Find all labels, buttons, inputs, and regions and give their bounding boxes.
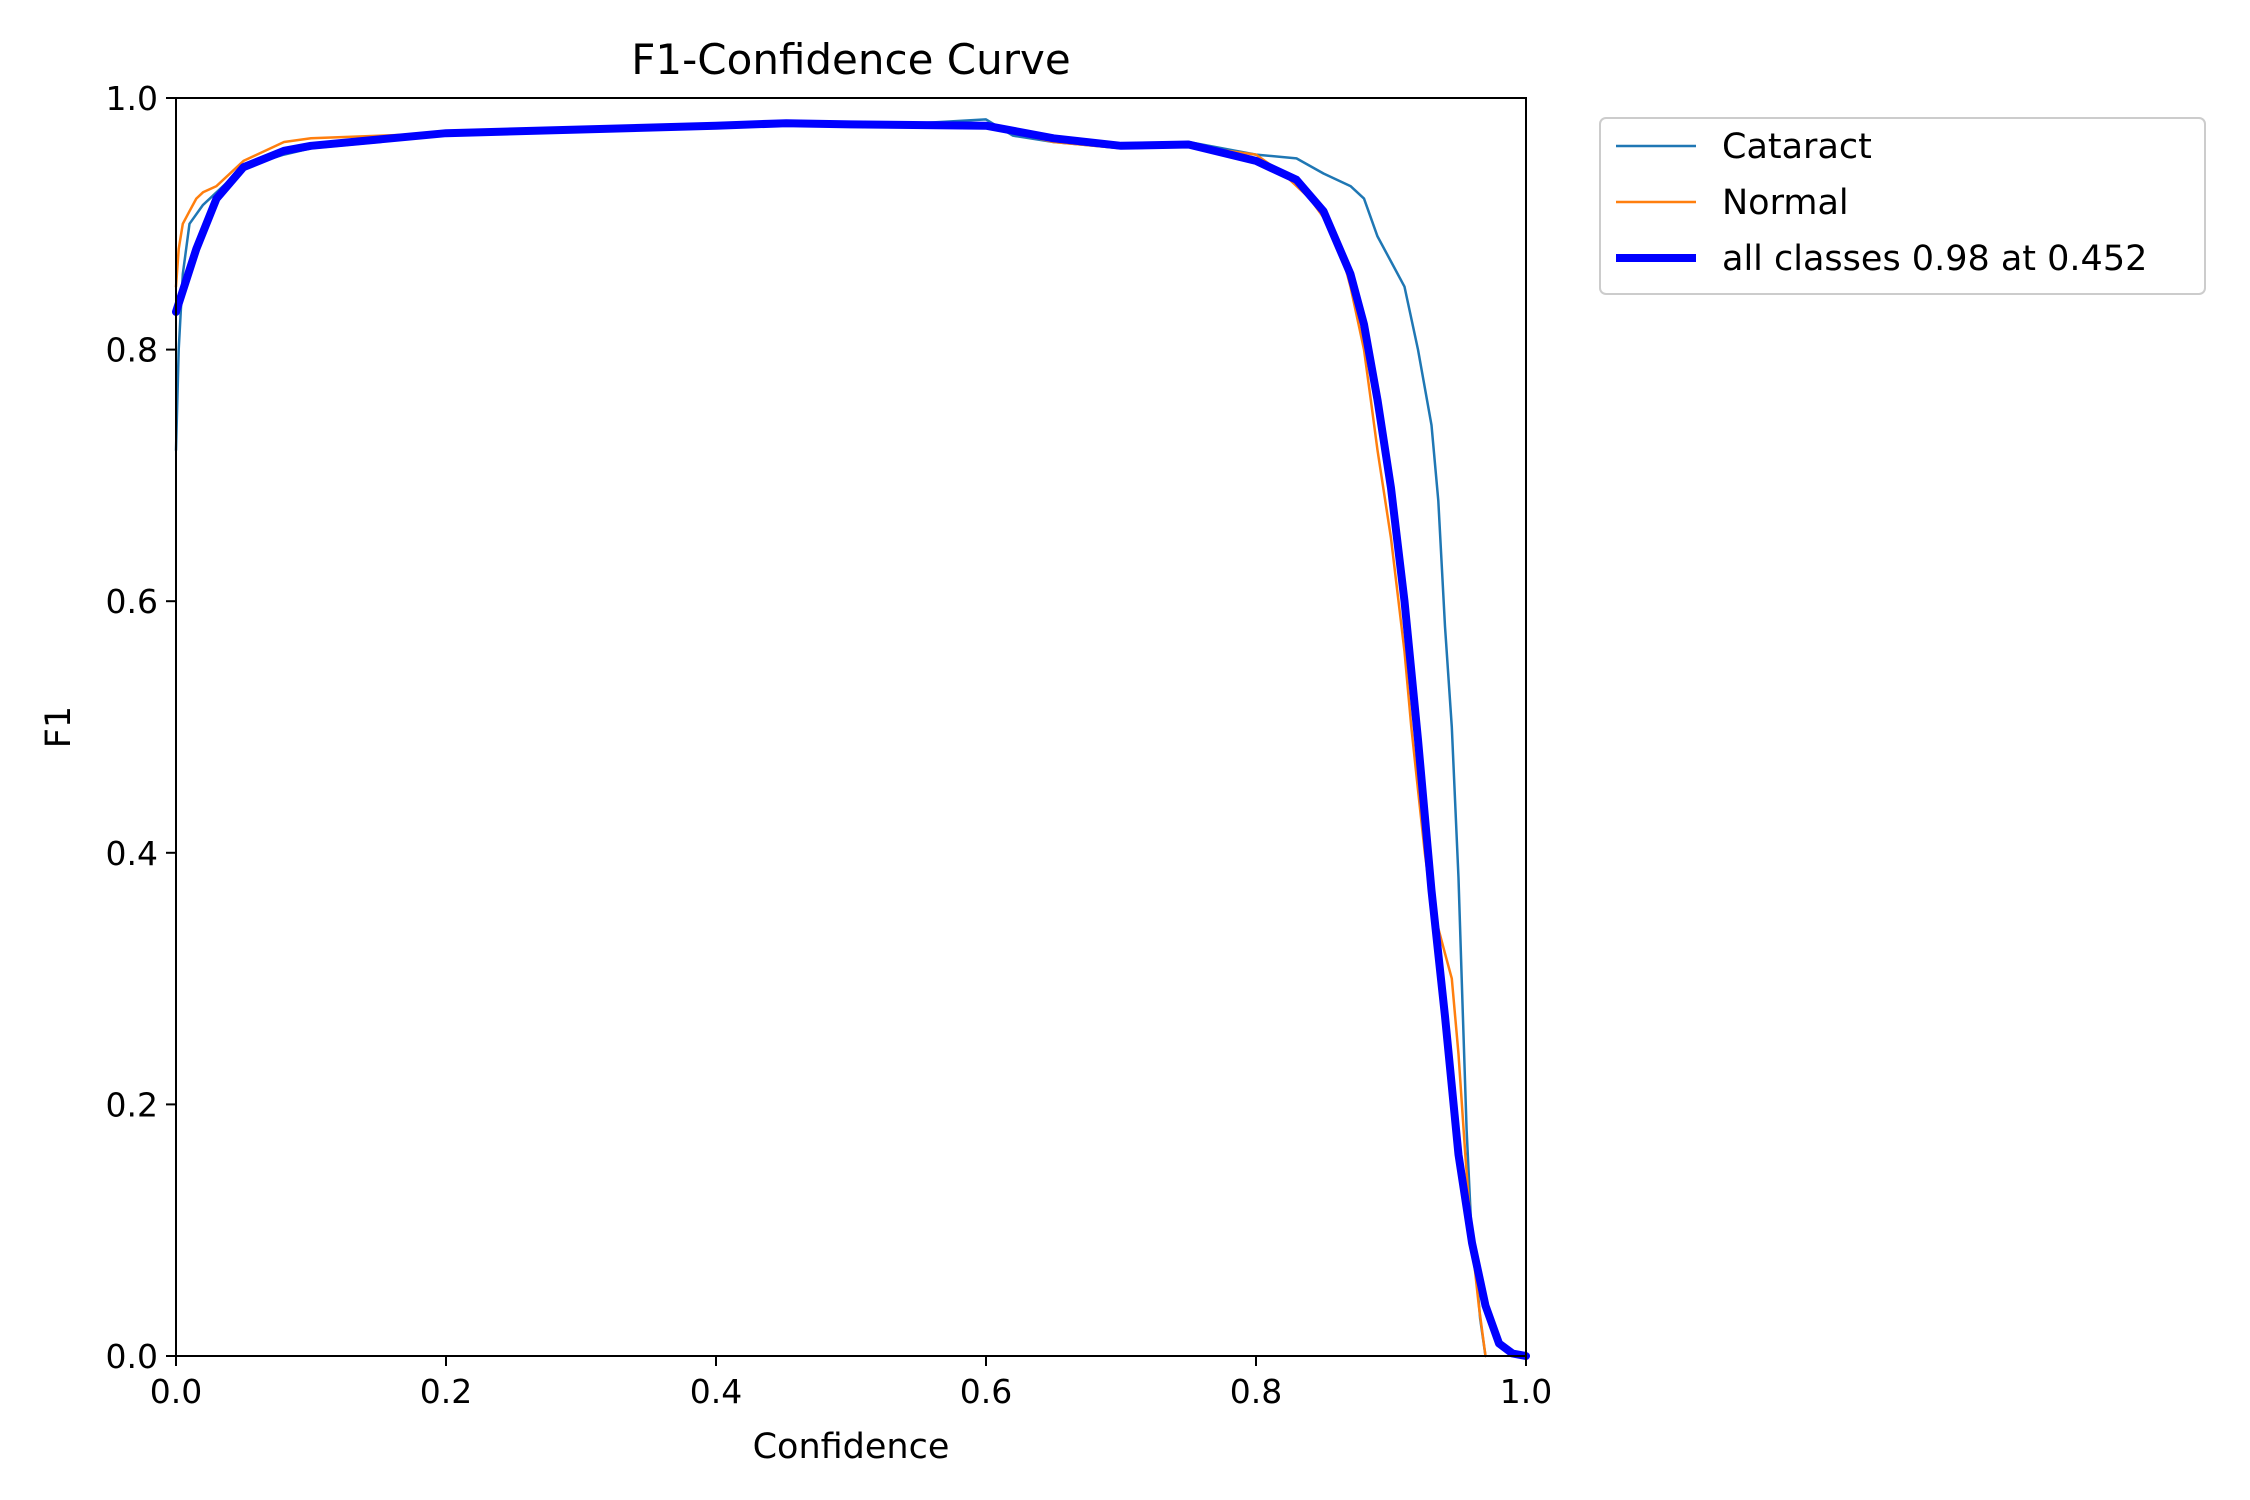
legend-items: Cataract Normal all classes 0.98 at 0.452 — [1616, 127, 2147, 279]
y-tick-label: 0.0 — [106, 1337, 158, 1376]
y-tick-label: 1.0 — [106, 79, 158, 118]
x-tick-label: 0.2 — [420, 1372, 472, 1411]
series-layer — [172, 118, 1530, 1360]
x-tick-label: 0.6 — [960, 1372, 1012, 1411]
x-tick-label: 0.4 — [690, 1372, 742, 1411]
x-tick-label: 0.8 — [1230, 1372, 1282, 1411]
x-axis-label: Confidence — [753, 1427, 950, 1467]
legend-label: Cataract — [1722, 127, 1872, 167]
legend: Cataract Normal all classes 0.98 at 0.452 — [1599, 117, 2206, 295]
plot-area — [172, 118, 1530, 1360]
x-tick-label: 1.0 — [1500, 1372, 1552, 1411]
x-tick-label: 0.0 — [150, 1372, 202, 1411]
legend-box — [1599, 117, 2206, 295]
y-tick-label: 0.6 — [106, 582, 158, 621]
y-axis-label: F1 — [39, 706, 79, 748]
x-axis: 0.0 0.2 0.4 0.6 0.8 1.0 — [150, 1356, 1552, 1411]
series-line-all — [172, 119, 1530, 1360]
y-tick-label: 0.8 — [106, 331, 158, 370]
y-axis: 0.0 0.2 0.4 0.6 0.8 1.0 — [106, 79, 176, 1376]
chart-title: F1-Confidence Curve — [631, 35, 1070, 84]
y-tick-label: 0.4 — [106, 834, 158, 873]
y-tick-label: 0.2 — [106, 1085, 158, 1124]
legend-label: all classes 0.98 at 0.452 — [1722, 239, 2147, 279]
plot-frame — [175, 97, 1527, 1357]
legend-label: Normal — [1722, 183, 1849, 223]
